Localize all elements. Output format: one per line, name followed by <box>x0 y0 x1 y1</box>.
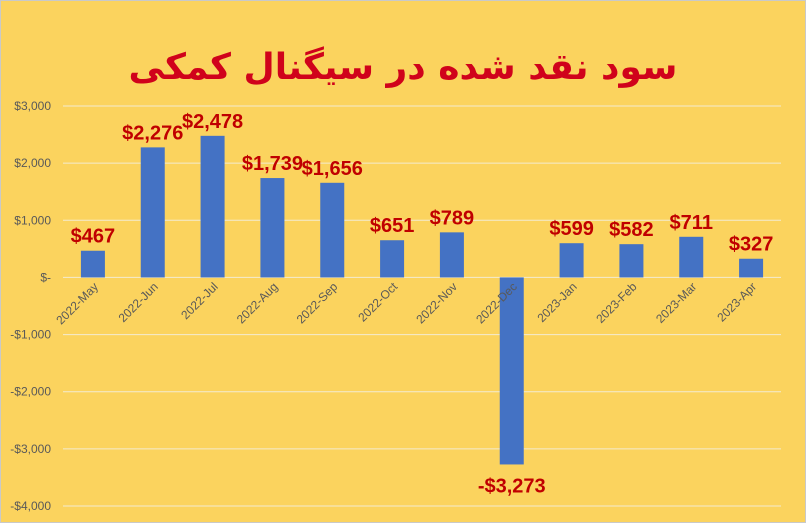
bar <box>200 135 225 278</box>
bar <box>499 277 524 465</box>
x-tick-label: 2022-Aug <box>234 280 281 327</box>
x-tick-label: 2022-Jun <box>116 280 161 325</box>
y-tick-label: -$3,000 <box>10 442 51 456</box>
bar <box>80 250 105 278</box>
y-tick-label: $2,000 <box>14 156 51 170</box>
bar <box>260 178 285 278</box>
gridlines <box>63 105 781 507</box>
x-tick-label: 2022-Sep <box>294 279 341 326</box>
x-tick-label: 2022-Oct <box>355 279 400 324</box>
data-label: $1,656 <box>302 158 363 180</box>
bar <box>739 258 764 278</box>
y-tick-label: $3,000 <box>14 99 51 113</box>
bar <box>320 182 345 278</box>
data-label: $789 <box>430 207 475 229</box>
data-label: $2,478 <box>182 111 243 133</box>
bar <box>140 147 165 278</box>
x-tick-label: 2023-Apr <box>714 280 759 325</box>
bar <box>380 240 405 278</box>
x-axis: 2022-May 2022-Jun 2022-Jul 2022-Aug 2022-Sep… <box>53 279 759 327</box>
data-label: $582 <box>609 219 654 241</box>
x-tick-label: 2023-Jan <box>534 280 579 325</box>
y-axis: $3,000 $2,000 $1,000 $- -$1,000 -$2,000 -$3,00… <box>10 99 51 513</box>
data-label: $467 <box>71 226 116 248</box>
bar <box>679 236 704 278</box>
x-tick-label: 2022-Nov <box>413 280 460 327</box>
data-label: $599 <box>549 218 594 240</box>
bars <box>80 135 764 465</box>
data-labels: $467 $2,276$2,478 $1,739$1,656 $651 $789 -$3,… <box>71 111 774 498</box>
data-label: -$3,273 <box>478 475 546 497</box>
data-label: $327 <box>729 234 774 256</box>
x-tick-label: 2022-May <box>53 280 101 328</box>
data-label: $1,739 <box>242 153 303 175</box>
chart-title: سود نقد شده در سیگنال کمکی <box>129 46 678 88</box>
data-label: $651 <box>370 215 415 237</box>
bar <box>619 244 644 278</box>
x-tick-label: 2022-Jul <box>178 280 220 322</box>
y-tick-label: -$2,000 <box>10 385 51 399</box>
x-tick-label: 2023-Mar <box>653 280 699 326</box>
data-label: $2,276 <box>122 122 183 144</box>
x-tick-label: 2023-Feb <box>593 279 639 325</box>
bar <box>559 243 584 278</box>
y-tick-label: -$4,000 <box>10 499 51 513</box>
y-tick-label: $- <box>40 270 51 284</box>
data-label: $711 <box>670 212 713 234</box>
y-tick-label: -$1,000 <box>10 328 51 342</box>
y-tick-label: $1,000 <box>14 213 51 227</box>
bar <box>439 232 464 278</box>
